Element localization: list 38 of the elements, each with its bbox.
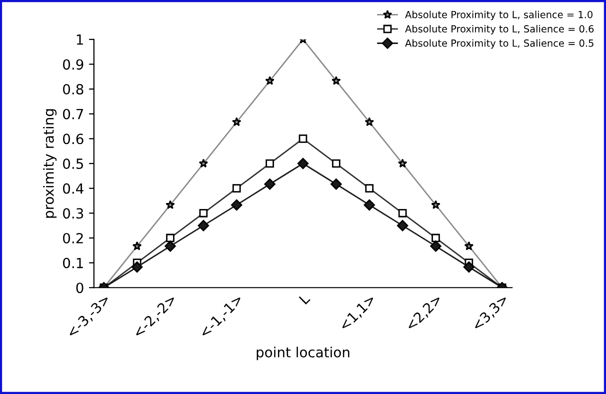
- y-tick-label: 0.1: [63, 258, 83, 268]
- point: [398, 158, 408, 168]
- point: [198, 158, 208, 168]
- y-tick-label: 0: [76, 282, 84, 294]
- x-axis-title: point location: [256, 346, 350, 360]
- point: [264, 178, 276, 190]
- point: [463, 261, 475, 273]
- y-tick-label: 0.5: [63, 158, 83, 169]
- point: [198, 220, 210, 232]
- point: [131, 261, 143, 273]
- legend-label: Absolute Proximity to L, Salience = 0.5: [405, 39, 594, 49]
- y-tick-label: 0.6: [63, 134, 84, 144]
- point: [330, 178, 342, 190]
- point: [231, 199, 242, 211]
- point: [332, 76, 341, 85]
- point: [430, 240, 442, 252]
- point: [297, 158, 309, 170]
- legend-label: Absolute Proximity to L, Salience = 0.6: [405, 24, 594, 34]
- point: [364, 117, 374, 126]
- y-tick-label: 0.7: [63, 108, 84, 120]
- y-tick-label: 0.2: [63, 232, 83, 244]
- point: [396, 220, 408, 232]
- point: [132, 241, 142, 250]
- point: [464, 241, 474, 250]
- legend-label: Absolute Proximity to L, salience = 1.0: [405, 10, 592, 20]
- point: [232, 117, 242, 126]
- y-axis-title: proximity rating: [43, 109, 57, 218]
- y-tick-label: 0.3: [63, 208, 84, 219]
- point: [431, 200, 440, 210]
- y-tick-label: 1: [76, 34, 83, 45]
- point: [364, 199, 375, 211]
- y-tick-label: 0.9: [63, 59, 84, 70]
- y-tick-label: 0.4: [63, 183, 84, 194]
- point: [164, 240, 176, 252]
- point: [166, 200, 175, 210]
- point: [265, 76, 274, 85]
- x-tick-label: L: [298, 292, 310, 304]
- y-tick-label: 0.8: [63, 84, 84, 95]
